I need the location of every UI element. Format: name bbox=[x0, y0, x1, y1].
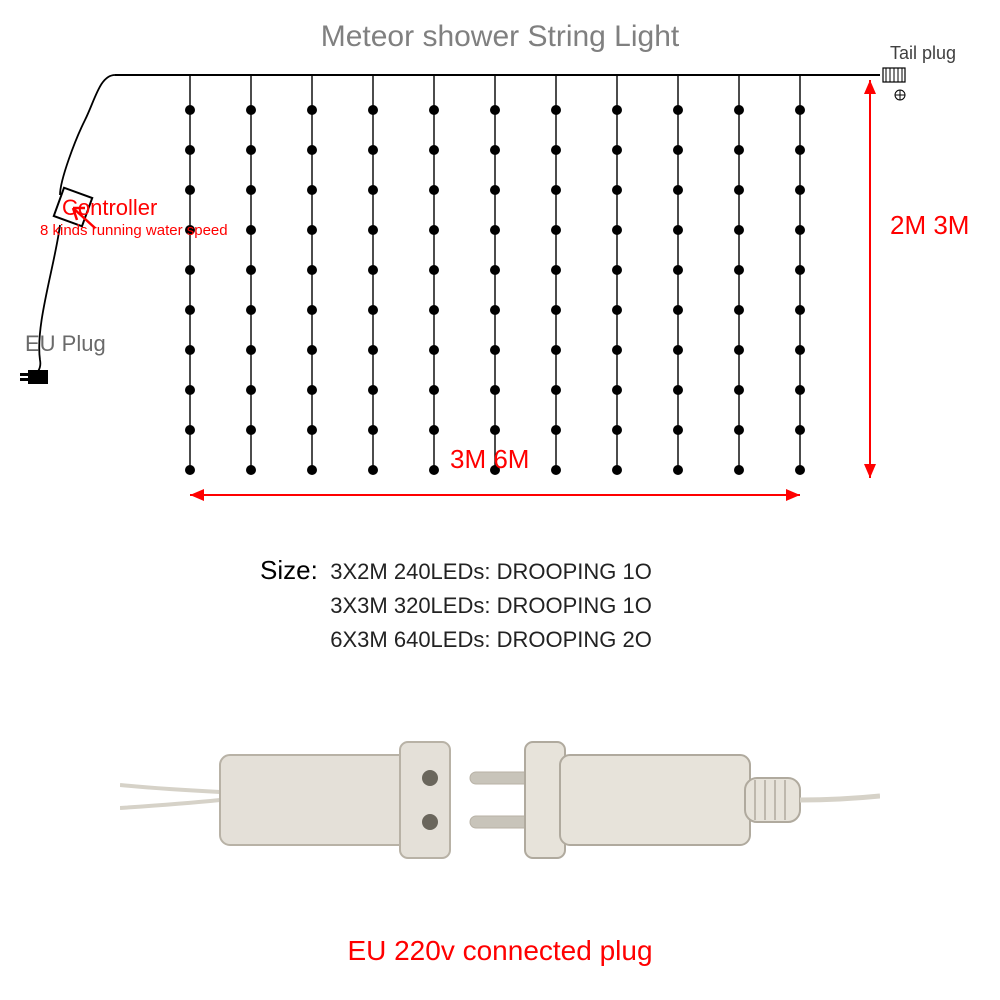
controller-label: Controller bbox=[62, 195, 157, 221]
bottom-caption: EU 220v connected plug bbox=[0, 935, 1000, 967]
size-prefix: Size: bbox=[260, 555, 318, 586]
plug-photo bbox=[120, 700, 880, 900]
size-line: 6X3M 640LEDs: DROOPING 2O bbox=[330, 623, 652, 657]
eu-plug-label: EU Plug bbox=[25, 331, 106, 357]
page-title: Meteor shower String Light bbox=[0, 20, 1000, 54]
height-dimension-label: 2M 3M bbox=[890, 210, 969, 241]
width-dimension-label: 3M 6M bbox=[450, 444, 529, 475]
tail-plug-label: Tail plug bbox=[890, 43, 956, 64]
size-lines: 3X2M 240LEDs: DROOPING 1O3X3M 320LEDs: D… bbox=[330, 555, 652, 657]
controller-sublabel: 8 kinds running water speed bbox=[40, 222, 228, 239]
size-table: Size: 3X2M 240LEDs: DROOPING 1O3X3M 320L… bbox=[260, 555, 652, 657]
size-line: 3X3M 320LEDs: DROOPING 1O bbox=[330, 589, 652, 623]
size-line: 3X2M 240LEDs: DROOPING 1O bbox=[330, 555, 652, 589]
